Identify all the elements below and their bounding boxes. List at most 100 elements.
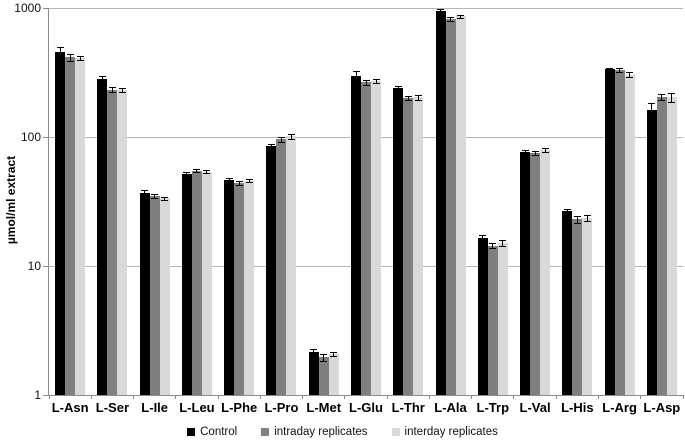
error-bar-cap-top xyxy=(141,190,149,192)
y-axis-title: µmol/ml extract xyxy=(4,155,18,245)
bar-L-Glu-intraday-replicates xyxy=(361,82,371,395)
error-bar-cap-bottom xyxy=(573,223,581,225)
error-bar-cap-top xyxy=(394,85,402,87)
error-bar-cap-top xyxy=(310,349,318,351)
bar-L-Met-intraday-replicates xyxy=(318,357,329,395)
error-bar-cap-top xyxy=(245,178,253,180)
bar-L-Arg-Control xyxy=(604,69,615,395)
error-bar-cap-top xyxy=(648,103,656,105)
error-bar-cap-bottom xyxy=(563,213,571,215)
x-tick-mark xyxy=(48,395,50,399)
error-bar xyxy=(228,178,230,182)
error-bar xyxy=(629,72,631,77)
bar-L-Thr-intraday-replicates xyxy=(403,98,414,395)
bar-L-Ile-intraday-replicates xyxy=(149,195,160,395)
error-bar-cap-bottom xyxy=(394,91,402,93)
error-bar xyxy=(280,137,282,142)
error-bar xyxy=(544,148,546,153)
error-bar-cap-top xyxy=(66,53,74,55)
error-bar-cap-top xyxy=(76,55,84,57)
error-bar-cap-top xyxy=(658,93,666,95)
legend-label: interday replicates xyxy=(404,426,498,438)
x-category-label: L-Trp xyxy=(476,400,510,415)
bar-L-Asp-interday-replicates xyxy=(666,97,677,395)
x-tick-mark xyxy=(428,395,430,399)
bar-L-His-Control xyxy=(562,211,573,395)
error-bar xyxy=(661,93,663,101)
error-bar xyxy=(248,178,250,183)
error-bar xyxy=(450,17,452,21)
bar-L-His-intraday-replicates xyxy=(572,219,583,395)
error-bar-cap-top xyxy=(267,144,275,146)
error-bar-cap-bottom xyxy=(414,99,422,101)
x-tick-mark xyxy=(471,395,473,399)
error-bar-cap-bottom xyxy=(76,60,84,62)
error-bar xyxy=(238,181,240,185)
x-category-label: L-Asp xyxy=(643,400,681,415)
error-bar-cap-bottom xyxy=(287,139,295,141)
error-bar-cap-bottom xyxy=(203,173,211,175)
error-bar-cap-top xyxy=(330,351,338,353)
x-category-label: L-Ser xyxy=(95,400,130,415)
error-bar-cap-top xyxy=(499,240,507,242)
error-bar-cap-top xyxy=(98,76,106,78)
x-tick-mark xyxy=(175,395,177,399)
error-bar-cap-bottom xyxy=(668,101,676,103)
bar-L-Arg-interday-replicates xyxy=(624,74,635,395)
error-bar-cap-top xyxy=(668,93,676,95)
error-bar xyxy=(69,53,71,61)
error-bar xyxy=(79,55,81,61)
error-bar xyxy=(482,234,484,242)
legend-swatch-icon xyxy=(187,428,196,436)
error-bar xyxy=(586,215,588,222)
error-bar-cap-top xyxy=(108,87,116,89)
error-bar-cap-top xyxy=(541,148,549,150)
error-bar-cap-bottom xyxy=(521,153,529,155)
x-tick-mark xyxy=(90,395,92,399)
bar-L-Ser-interday-replicates xyxy=(117,90,128,395)
error-bar-cap-bottom xyxy=(457,18,465,20)
bar-L-Ala-Control xyxy=(435,10,446,395)
error-bar-cap-bottom xyxy=(277,141,285,143)
error-bar-cap-bottom xyxy=(648,117,656,119)
error-bar-cap-top xyxy=(183,172,191,174)
error-bar-cap-bottom xyxy=(626,76,634,78)
x-category-label: L-Thr xyxy=(391,400,425,415)
error-bar xyxy=(440,8,442,13)
error-bar-cap-bottom xyxy=(499,246,507,248)
legend-swatch-icon xyxy=(261,428,270,436)
x-tick-mark xyxy=(344,395,346,399)
x-tick-mark xyxy=(302,395,304,399)
error-bar xyxy=(313,349,315,356)
error-bar xyxy=(59,47,61,56)
x-category-label: L-Val xyxy=(519,400,551,415)
error-bar xyxy=(270,144,272,149)
error-bar-cap-bottom xyxy=(330,356,338,358)
bar-L-Met-Control xyxy=(308,352,319,395)
error-bar-cap-top xyxy=(606,67,614,69)
error-bar xyxy=(206,169,208,174)
bar-L-Phe-Control xyxy=(224,179,235,395)
bar-L-Pro-intraday-replicates xyxy=(276,139,287,395)
bar-L-Thr-interday-replicates xyxy=(413,97,424,395)
error-bar-cap-top xyxy=(193,168,201,170)
error-bar xyxy=(651,103,653,118)
bar-L-Ala-intraday-replicates xyxy=(445,19,456,395)
legend-item-intraday-replicates: intraday replicates xyxy=(261,426,368,438)
error-bar xyxy=(417,95,419,100)
error-bar-cap-bottom xyxy=(98,82,106,84)
bar-L-Ser-Control xyxy=(97,79,108,395)
bar-L-Asn-interday-replicates xyxy=(75,57,86,395)
bar-L-Leu-Control xyxy=(181,173,192,395)
error-bar xyxy=(323,353,325,361)
error-bar-cap-bottom xyxy=(372,83,380,85)
error-bar-cap-top xyxy=(151,193,159,195)
bar-L-Asn-intraday-replicates xyxy=(65,57,76,395)
legend-item-interday-replicates: interday replicates xyxy=(391,426,498,438)
error-bar-cap-top xyxy=(626,72,634,74)
x-category-label: L-His xyxy=(561,400,594,415)
bar-L-Leu-intraday-replicates xyxy=(191,170,202,395)
error-bar xyxy=(154,193,156,198)
x-category-label: L-Phe xyxy=(221,400,258,415)
y-tick-label: 1000 xyxy=(14,1,41,15)
